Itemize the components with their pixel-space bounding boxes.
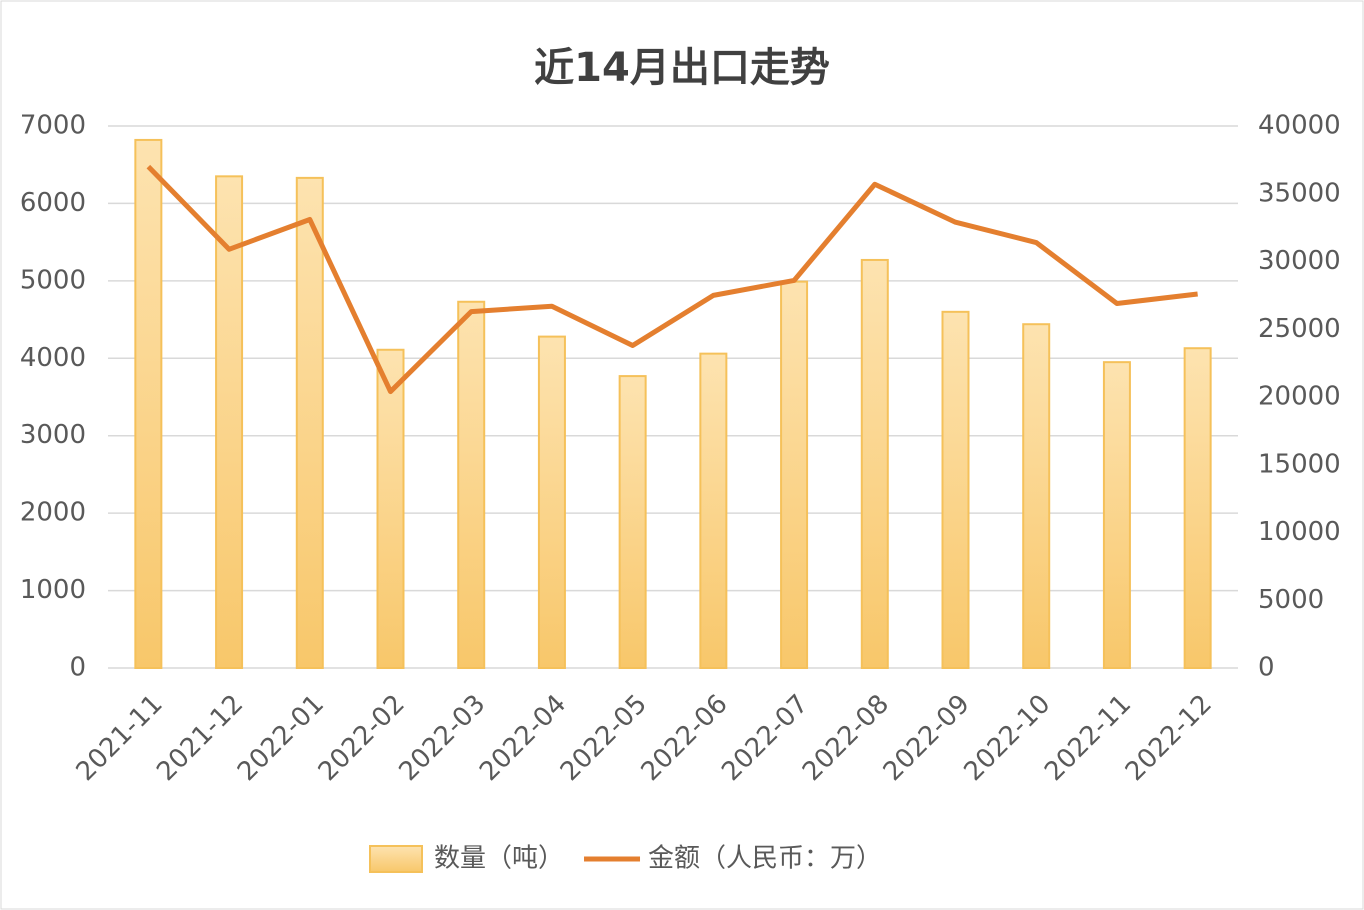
y-tick-label: 3000 (20, 420, 86, 450)
y2-tick-label: 30000 (1258, 246, 1341, 276)
y-tick-label: 2000 (20, 498, 86, 528)
y2-tick-label: 10000 (1258, 517, 1341, 547)
y2-tick-label: 20000 (1258, 382, 1341, 412)
y-tick-label: 0 (69, 653, 86, 683)
y2-tick-label: 5000 (1258, 585, 1324, 615)
legend-label[interactable]: 数量（吨） (434, 844, 564, 874)
bar (457, 300, 486, 669)
y2-tick-label: 15000 (1258, 449, 1341, 479)
legend-swatch (369, 845, 423, 873)
bar (1102, 361, 1131, 669)
bar (941, 310, 970, 669)
y-tick-label: 7000 (20, 111, 86, 141)
y-tick-label: 4000 (20, 343, 86, 373)
bar (618, 375, 647, 669)
bar (1183, 347, 1212, 669)
chart-title: 近14月出口走势 (534, 45, 830, 91)
y2-tick-label: 35000 (1258, 178, 1341, 208)
bar (780, 280, 809, 669)
legend-label[interactable]: 金额（人民币：万） (648, 844, 882, 874)
bar (537, 335, 566, 669)
y-tick-label: 5000 (20, 265, 86, 295)
y2-tick-label: 25000 (1258, 314, 1341, 344)
y-tick-label: 1000 (20, 575, 86, 605)
y-tick-label: 6000 (20, 188, 86, 218)
bar (134, 138, 163, 670)
line (146, 164, 1198, 395)
y2-tick-label: 0 (1258, 653, 1275, 683)
bar (699, 352, 728, 669)
bar (295, 176, 324, 669)
y2-tick-label: 40000 (1258, 111, 1341, 141)
bar (376, 348, 405, 669)
bar (1022, 323, 1051, 669)
bar (215, 175, 244, 669)
bar (860, 258, 889, 669)
